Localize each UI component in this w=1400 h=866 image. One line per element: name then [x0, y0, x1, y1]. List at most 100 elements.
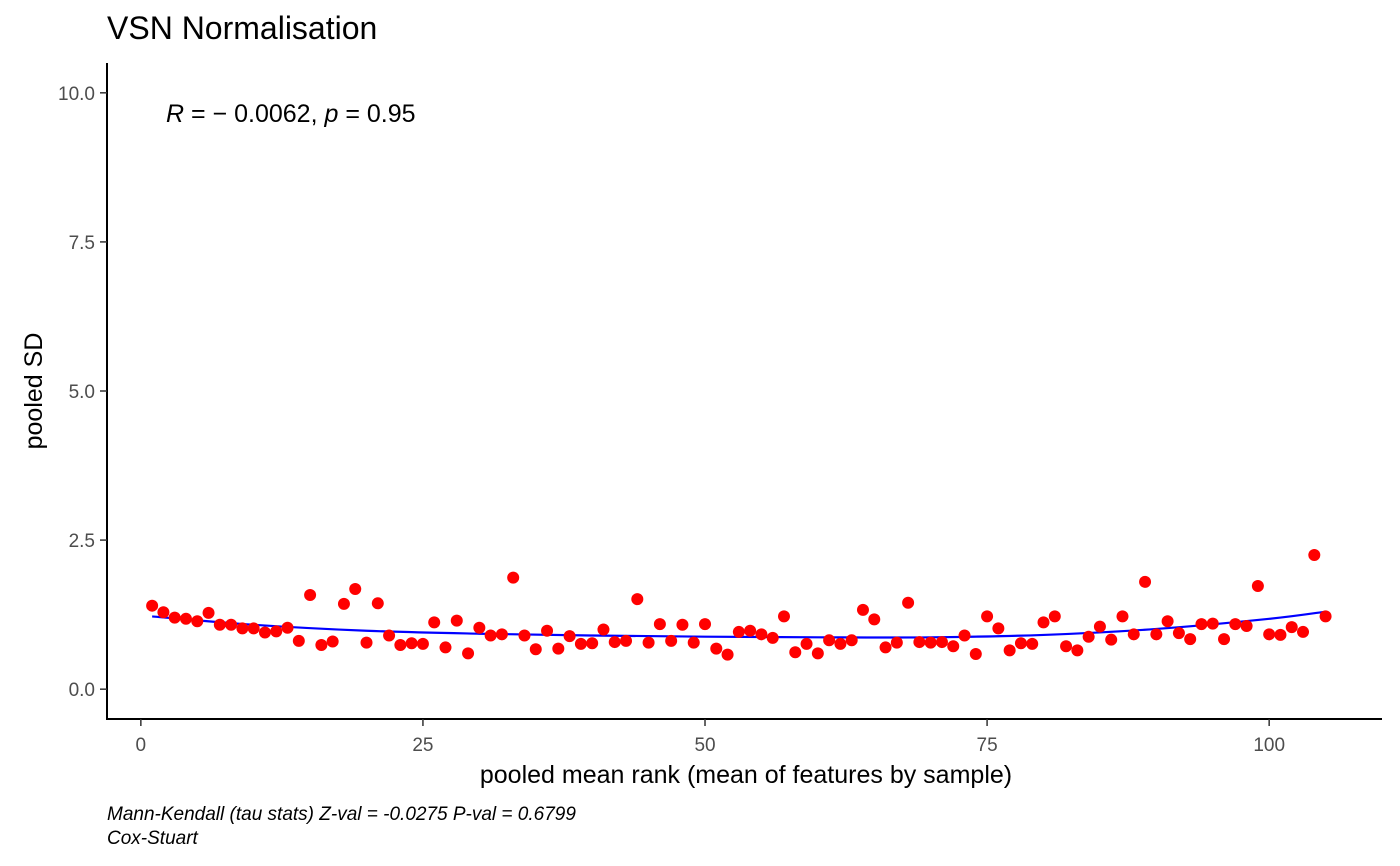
data-point	[699, 618, 712, 631]
data-point	[258, 626, 271, 639]
data-point	[416, 637, 429, 650]
axes: 0 25 50 75 100 0.0 2.5 5.0 7.5 10.0	[58, 63, 1382, 756]
data-point	[721, 648, 734, 661]
data-point	[642, 636, 655, 649]
data-point	[631, 593, 644, 606]
data-point	[473, 621, 486, 634]
data-point	[1127, 628, 1140, 641]
x-tick-label: 75	[977, 735, 998, 756]
data-point	[349, 582, 362, 595]
data-point	[766, 631, 779, 644]
data-point	[1184, 633, 1197, 646]
data-point	[1263, 628, 1276, 641]
data-point	[315, 639, 328, 652]
data-point	[1116, 610, 1129, 623]
data-point	[1229, 618, 1242, 631]
data-point	[1161, 615, 1174, 628]
data-point	[1240, 619, 1253, 632]
data-point	[1150, 628, 1163, 641]
y-axis-title: pooled SD	[20, 333, 48, 450]
data-point	[935, 636, 948, 649]
data-point	[484, 629, 497, 642]
data-point	[1037, 616, 1050, 629]
data-point	[992, 622, 1005, 635]
data-point	[225, 618, 238, 631]
data-point	[1195, 618, 1208, 631]
data-point	[1105, 633, 1118, 646]
x-tick-label: 25	[412, 735, 433, 756]
data-point	[281, 621, 294, 634]
data-point	[947, 640, 960, 653]
data-point	[405, 637, 418, 650]
data-point	[439, 641, 452, 654]
data-point	[1274, 628, 1287, 641]
data-point	[1060, 640, 1073, 653]
data-point	[676, 618, 689, 631]
data-point	[236, 622, 249, 635]
data-point	[800, 637, 813, 650]
y-tick-label: 7.5	[69, 233, 95, 254]
data-point	[1218, 633, 1231, 646]
data-point	[326, 635, 339, 648]
r-value: = − 0.0062,	[184, 100, 324, 128]
data-point	[913, 636, 926, 649]
y-tick-label: 10.0	[58, 84, 95, 105]
data-point	[428, 616, 441, 629]
data-point	[789, 646, 802, 659]
data-point	[247, 622, 260, 635]
data-point	[665, 634, 678, 647]
data-point	[1093, 620, 1106, 633]
data-point	[924, 636, 937, 649]
data-point	[1206, 617, 1219, 630]
data-point	[834, 637, 847, 650]
data-point	[823, 634, 836, 647]
data-point	[146, 599, 159, 612]
data-point	[563, 630, 576, 643]
data-point	[1319, 610, 1332, 623]
data-point	[981, 610, 994, 623]
data-point	[710, 642, 723, 655]
data-point	[337, 597, 350, 610]
data-point	[157, 606, 170, 619]
data-point	[755, 628, 768, 641]
data-point	[1014, 637, 1027, 650]
x-tick-label: 50	[694, 735, 715, 756]
data-point	[902, 596, 915, 609]
data-point	[179, 612, 192, 625]
data-point	[1139, 575, 1152, 588]
data-point	[744, 624, 757, 637]
data-point	[1003, 644, 1016, 657]
plot-area	[146, 549, 1332, 661]
correlation-annotation: R = − 0.0062, p = 0.95	[166, 100, 416, 128]
data-point	[687, 636, 700, 649]
chart-title: VSN Normalisation	[107, 10, 377, 46]
data-point	[732, 625, 745, 638]
data-point	[1285, 621, 1298, 634]
data-point	[586, 637, 599, 650]
data-point	[1297, 625, 1310, 638]
caption-line-2: Cox-Stuart	[107, 828, 199, 849]
data-point	[845, 634, 858, 647]
data-point	[213, 618, 226, 631]
data-point	[292, 634, 305, 647]
data-point	[360, 636, 373, 649]
y-tick-label: 5.0	[69, 382, 95, 403]
data-point	[620, 634, 633, 647]
x-tick-label: 0	[136, 735, 147, 756]
data-point	[371, 597, 384, 610]
data-point	[653, 618, 666, 631]
data-point	[202, 606, 215, 619]
data-point	[383, 629, 396, 642]
data-point	[1251, 580, 1264, 593]
data-point	[958, 629, 971, 642]
data-point	[304, 588, 317, 601]
data-point	[1071, 644, 1084, 657]
data-point	[552, 642, 565, 655]
data-point	[495, 628, 508, 641]
data-point	[394, 639, 407, 652]
data-point	[1026, 637, 1039, 650]
r-symbol: R	[166, 100, 184, 128]
x-tick-label: 100	[1253, 735, 1285, 756]
data-point	[529, 643, 542, 656]
p-value: = 0.95	[338, 100, 415, 128]
